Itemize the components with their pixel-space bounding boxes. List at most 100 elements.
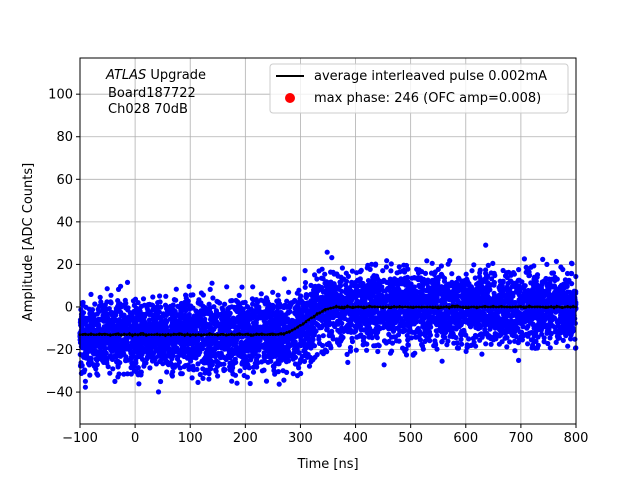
scatter-point <box>449 271 455 277</box>
scatter-point <box>102 302 108 308</box>
scatter-point <box>318 275 325 281</box>
scatter-point <box>438 318 444 324</box>
scatter-point <box>513 289 519 295</box>
scatter-point <box>555 300 561 306</box>
scatter-point <box>221 319 227 325</box>
scatter-point <box>259 368 265 374</box>
scatter-point <box>179 371 185 377</box>
scatter-point <box>169 326 175 332</box>
scatter-point <box>93 366 99 372</box>
scatter-point <box>353 347 359 353</box>
scatter-point <box>447 258 453 264</box>
scatter-point <box>444 342 450 348</box>
scatter-point <box>221 361 227 367</box>
scatter-point <box>534 295 540 301</box>
scatter-point <box>252 321 258 327</box>
scatter-point <box>265 314 271 320</box>
scatter-point <box>349 338 356 345</box>
scatter-point <box>559 289 565 295</box>
scatter-point <box>221 367 227 374</box>
scatter-point <box>449 279 455 285</box>
scatter-point <box>547 335 553 341</box>
scatter-point <box>411 275 417 281</box>
scatter-point <box>514 318 520 324</box>
scatter-point <box>424 280 430 286</box>
scatter-point <box>541 318 547 324</box>
scatter-point <box>338 335 344 341</box>
scatter-point <box>91 351 97 357</box>
scatter-point <box>535 283 541 289</box>
scatter-point <box>195 311 201 317</box>
scatter-point <box>194 366 200 372</box>
scatter-point <box>259 342 266 348</box>
scatter-point <box>383 264 389 270</box>
scatter-point <box>546 283 552 289</box>
scatter-point <box>240 314 246 320</box>
scatter-point <box>214 345 220 351</box>
scatter-point <box>507 295 513 301</box>
scatter-point <box>446 326 452 332</box>
scatter-point <box>132 344 138 350</box>
scatter-point <box>167 346 173 352</box>
scatter-point <box>128 325 134 331</box>
scatter-point <box>109 346 115 352</box>
scatter-point <box>190 354 196 360</box>
scatter-point <box>78 322 84 328</box>
scatter-point <box>292 361 298 367</box>
scatter-point <box>246 353 252 359</box>
scatter-point <box>111 341 117 348</box>
scatter-point <box>275 349 281 355</box>
scatter-point <box>540 256 546 262</box>
scatter-point <box>186 315 192 321</box>
scatter-point <box>499 339 505 345</box>
scatter-point <box>546 321 552 328</box>
scatter-point <box>131 302 137 308</box>
scatter-point <box>433 328 439 334</box>
scatter-point <box>344 351 350 357</box>
scatter-point <box>319 300 325 306</box>
scatter-point <box>405 337 411 343</box>
scatter-point <box>349 279 355 285</box>
scatter-point <box>308 282 314 288</box>
scatter-point <box>524 316 530 322</box>
scatter-point <box>336 300 342 306</box>
scatter-point <box>459 341 465 347</box>
scatter-point <box>313 321 320 327</box>
scatter-point <box>424 258 430 264</box>
scatter-point <box>142 360 148 366</box>
scatter-point <box>229 378 235 384</box>
scatter-point <box>109 312 115 319</box>
scatter-point <box>460 288 466 294</box>
scatter-point <box>233 297 239 304</box>
scatter-point <box>274 298 280 304</box>
scatter-point <box>227 340 233 346</box>
scatter-point <box>189 375 195 381</box>
scatter-point <box>386 331 392 337</box>
scatter-point <box>477 270 483 276</box>
scatter-point <box>553 339 559 345</box>
scatter-point <box>246 311 252 317</box>
scatter-point <box>512 348 518 354</box>
scatter-point <box>197 318 203 324</box>
scatter-point <box>231 324 237 330</box>
scatter-point <box>168 316 174 322</box>
scatter-point <box>231 350 238 356</box>
scatter-point <box>550 292 556 298</box>
scatter-point <box>329 255 335 261</box>
scatter-point <box>339 325 345 331</box>
scatter-point <box>569 310 575 316</box>
scatter-point <box>407 292 413 298</box>
scatter-point <box>206 354 212 360</box>
scatter-point <box>263 378 270 384</box>
scatter-point <box>156 309 162 315</box>
scatter-point <box>314 352 320 358</box>
scatter-point <box>376 310 382 316</box>
scatter-point <box>138 345 144 351</box>
scatter-point <box>396 264 402 270</box>
scatter-point <box>186 283 192 289</box>
scatter-point <box>430 301 436 307</box>
scatter-point <box>92 301 98 307</box>
scatter-point <box>358 267 364 273</box>
scatter-point <box>544 261 550 267</box>
